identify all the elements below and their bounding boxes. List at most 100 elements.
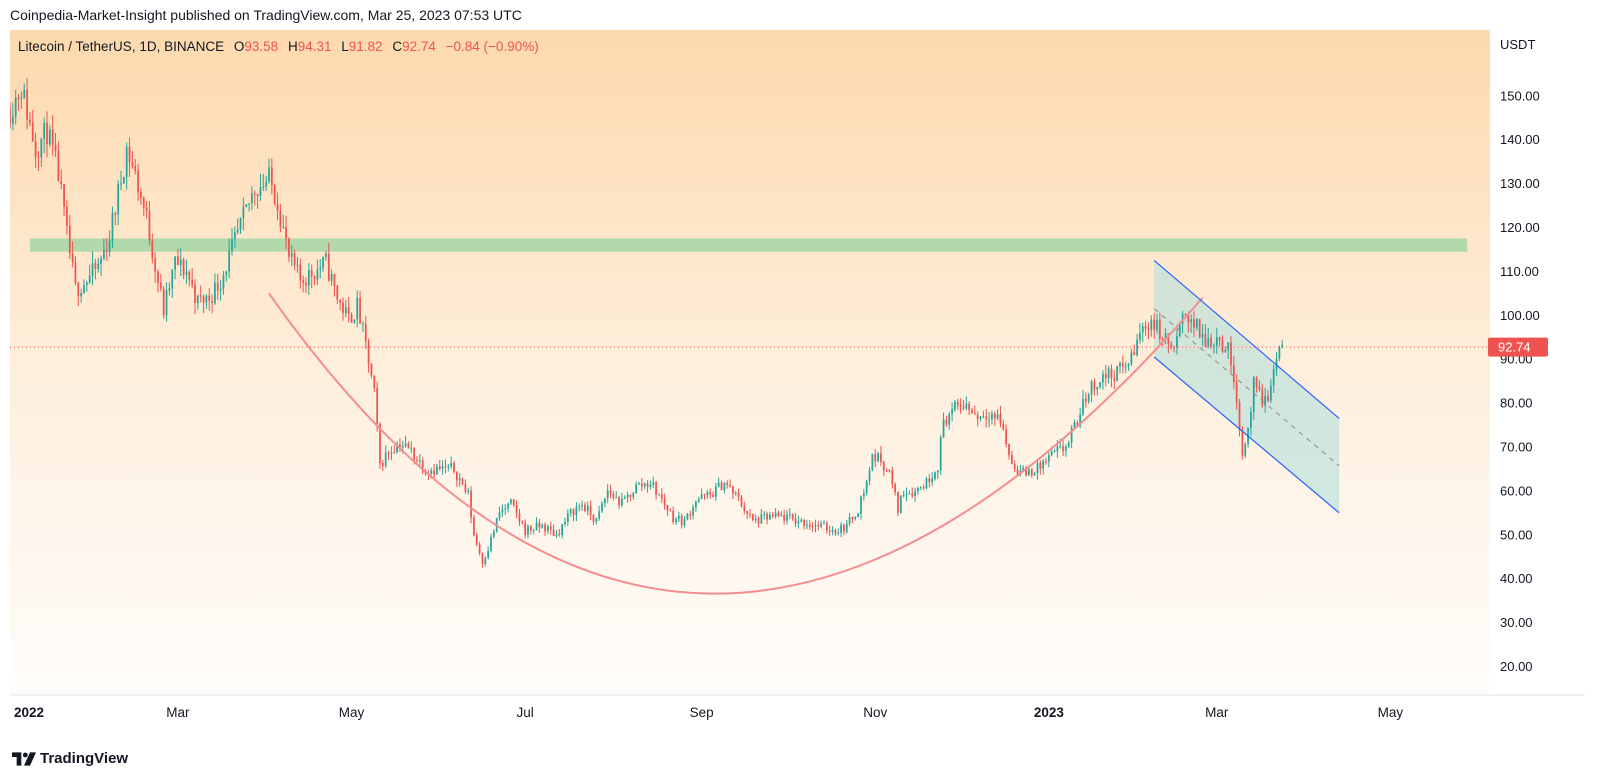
candle (1042, 459, 1045, 475)
candle (171, 269, 174, 298)
candle (1215, 327, 1218, 354)
candle (1227, 342, 1230, 360)
candle (549, 521, 552, 535)
candle (1070, 425, 1073, 449)
candle (1039, 460, 1042, 475)
candle (137, 163, 139, 201)
candle (447, 463, 450, 472)
candle (262, 173, 265, 191)
candle (851, 516, 854, 524)
candle (1028, 466, 1030, 476)
candle (939, 434, 942, 475)
candle (706, 490, 709, 500)
time-scale-panel[interactable] (10, 695, 1585, 740)
candle (686, 512, 689, 521)
candle (891, 466, 894, 489)
channel-median-line[interactable] (1153, 308, 1340, 467)
candle (1258, 380, 1261, 392)
candle (882, 460, 885, 476)
y-tick-label: 100.00 (1500, 308, 1540, 323)
candle (1022, 465, 1025, 471)
candle (299, 258, 302, 289)
candle (828, 525, 831, 536)
resistance-zone[interactable] (29, 238, 1468, 252)
candle (803, 518, 805, 530)
x-tick-label: May (339, 705, 365, 720)
candle (823, 519, 825, 525)
candle (769, 511, 771, 520)
candle (973, 405, 976, 415)
candle (393, 445, 396, 454)
candle (1250, 406, 1252, 437)
candle (199, 285, 202, 303)
candle (370, 363, 373, 379)
cup-curve[interactable] (268, 292, 1204, 595)
candle (868, 466, 871, 486)
tradingview-logo[interactable]: TradingView (12, 750, 128, 767)
candle (518, 508, 521, 526)
x-tick-label: May (1378, 705, 1404, 720)
candle (1235, 374, 1238, 410)
candle (453, 460, 455, 474)
candle (840, 522, 842, 538)
candle (288, 237, 290, 262)
candle (871, 453, 874, 472)
tradingview-brand: TradingView (40, 750, 129, 767)
candle (902, 490, 905, 498)
candle (470, 486, 472, 524)
candle (837, 528, 840, 536)
candle (1164, 328, 1167, 345)
x-tick-label: Sep (690, 705, 714, 720)
candle (529, 525, 532, 535)
currency-label: USDT (1500, 37, 1535, 52)
candle (342, 297, 344, 321)
candle (936, 470, 939, 479)
candle (285, 215, 287, 250)
open-label: O (234, 39, 245, 54)
candle (535, 517, 538, 531)
candle (1033, 471, 1036, 476)
candle (737, 488, 740, 502)
candle (80, 288, 83, 303)
candle (601, 501, 603, 514)
candle (774, 507, 777, 519)
candle (216, 273, 219, 300)
candle (1082, 390, 1084, 416)
candle (854, 516, 857, 521)
candle (1252, 375, 1255, 420)
candle (196, 294, 199, 310)
y-tick-label: 60.00 (1500, 483, 1533, 498)
candle (1053, 448, 1056, 453)
candle (697, 496, 700, 504)
candle (791, 513, 794, 522)
candle (569, 508, 572, 517)
candle (931, 472, 934, 486)
x-tick-label: Jul (517, 705, 534, 720)
price-chart[interactable]: 150.00140.00130.00120.00110.00100.0090.0… (10, 30, 1585, 740)
candle (862, 488, 865, 501)
candle (1133, 344, 1136, 356)
candle (228, 238, 231, 279)
candle (1195, 317, 1198, 331)
chart-area[interactable]: 150.00 140.00 130.00 120.00 110.00 100.00 90.0… (10, 30, 1585, 740)
y-tick-label: 140.00 (1500, 132, 1540, 147)
candle (692, 504, 694, 520)
candle (703, 493, 706, 500)
candle (908, 490, 911, 495)
candle (723, 482, 726, 494)
candle (51, 115, 54, 156)
candle (515, 500, 518, 519)
candle (1190, 314, 1193, 333)
candle (885, 468, 888, 473)
candle (942, 412, 945, 439)
candle (794, 512, 797, 528)
candle (965, 396, 968, 411)
channel-upper-line[interactable] (1153, 259, 1340, 419)
candle (307, 263, 310, 295)
candle (23, 83, 26, 100)
y-tick-label: 30.00 (1500, 615, 1533, 630)
channel-lower-line[interactable] (1153, 356, 1340, 514)
price-scale-panel[interactable] (1490, 30, 1585, 695)
candle (1144, 320, 1147, 336)
svg-text:92.74: 92.74 (1498, 340, 1531, 355)
